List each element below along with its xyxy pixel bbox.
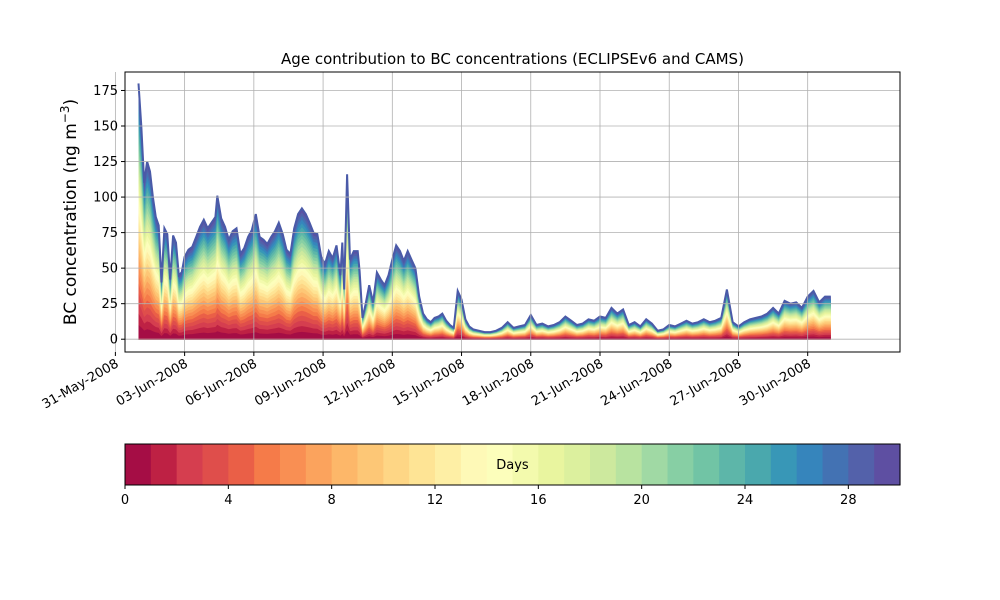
colorbar-swatch-4 [228,444,255,485]
y-tick-label: 50 [101,262,118,277]
colorbar-swatches [125,444,901,485]
y-axis-label-text: BC concentration (ng m [61,123,81,325]
colorbar-label: Days [496,458,529,473]
y-tick-label: 125 [93,155,118,170]
colorbar-swatch-10 [383,444,410,485]
y-tick-label: 0 [110,333,118,348]
colorbar-tick-label: 4 [224,493,232,508]
colorbar-swatch-17 [564,444,591,485]
plot-area: 0 25 50 75 100 125 150 175 31-May-200803-Jun-20… [40,71,901,412]
x-axis: 31-May-200803-Jun-200806-Jun-200809-Jun-… [40,352,814,412]
y-axis: 0 25 50 75 100 125 150 175 [93,84,125,348]
colorbar-tick-label: 8 [328,493,336,508]
colorbar-swatch-28 [848,444,875,485]
colorbar-swatch-12 [435,444,462,485]
age-band-1 [138,313,831,340]
colorbar-swatch-11 [409,444,436,485]
colorbar-swatch-25 [770,444,798,485]
colorbar-swatch-8 [331,444,359,485]
colorbar-swatch-19 [615,444,643,485]
colorbar-swatch-9 [357,444,384,485]
colorbar-swatch-5 [254,444,281,485]
colorbar-swatch-13 [460,444,488,485]
colorbar-swatch-23 [719,444,746,485]
colorbar-swatch-7 [305,444,333,485]
colorbar-tick-label: 28 [840,493,857,508]
colorbar-swatch-22 [693,444,720,485]
colorbar-swatch-6 [280,444,307,485]
colorbar-tick-label: 0 [121,493,129,508]
y-tick-label: 150 [93,120,118,135]
colorbar-swatch-21 [667,444,694,485]
chart-title: Age contribution to BC concentrations (E… [281,50,744,68]
colorbar-swatch-15 [512,444,539,485]
colorbar-swatch-26 [796,444,824,485]
colorbar-tick-label: 20 [633,493,650,508]
colorbar-swatch-18 [590,444,617,485]
y-tick-label: 75 [101,226,118,241]
x-tick-label: 15-Jun-2008 [391,356,468,409]
colorbar-swatch-3 [202,444,229,485]
colorbar-swatch-0 [125,444,152,485]
x-tick-label: 06-Jun-2008 [183,356,260,409]
x-tick-label: 12-Jun-2008 [321,356,398,409]
y-tick-label: 175 [93,84,118,99]
colorbar-swatch-1 [150,444,178,485]
x-tick-label: 30-Jun-2008 [737,356,814,409]
colorbar-ticks: 0 4 8 12 16 20 24 28 [121,485,857,508]
x-tick-label: 03-Jun-2008 [114,356,191,409]
y-tick-label: 25 [101,297,118,312]
colorbar: Days 0 4 8 12 16 20 24 28 [121,443,901,508]
colorbar-swatch-14 [486,444,514,485]
y-tick-label: 100 [93,191,118,206]
colorbar-swatch-24 [745,444,772,485]
colorbar-swatch-20 [641,444,669,485]
x-tick-label: 27-Jun-2008 [668,356,745,409]
x-tick-label: 31-May-2008 [40,356,122,412]
colorbar-swatch-2 [176,444,204,485]
plot-frame [124,71,901,353]
colorbar-tick-label: 16 [530,493,547,508]
x-tick-label: 09-Jun-2008 [252,356,329,409]
colorbar-frame [124,443,901,486]
x-tick-label: 21-Jun-2008 [529,356,606,409]
total-series-line [137,83,831,334]
age-band-0 [138,325,831,340]
gridlines [114,72,900,352]
y-axis-label-close: ) [61,99,81,106]
colorbar-swatch-27 [822,444,849,485]
x-tick-label: 24-Jun-2008 [598,356,675,409]
x-tick-label: 18-Jun-2008 [460,356,537,409]
colorbar-tick-label: 12 [427,493,444,508]
colorbar-swatch-29 [874,444,901,485]
colorbar-tick-label: 24 [737,493,754,508]
y-axis-label: BC concentration (ng m−3) [58,99,81,325]
y-axis-label-sup: −3 [58,105,72,123]
stacked-areas [138,83,831,340]
colorbar-swatch-16 [538,444,565,485]
